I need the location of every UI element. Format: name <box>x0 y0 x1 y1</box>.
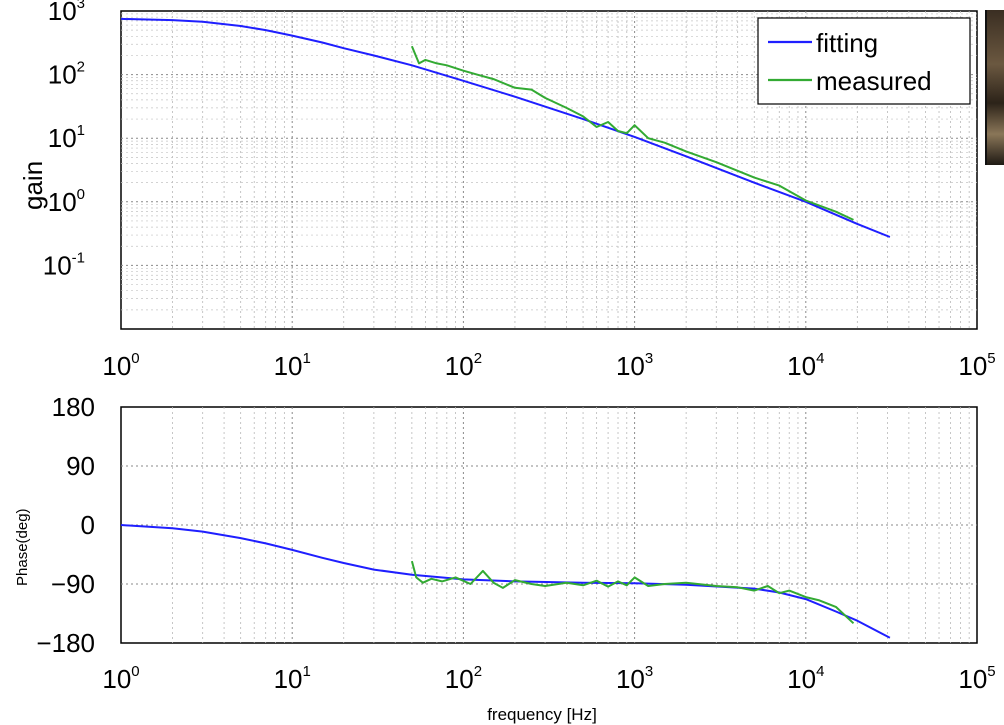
x-tick-exponent: 3 <box>645 663 653 680</box>
phase-grid <box>121 407 977 643</box>
y-tick-label: 100 <box>48 186 85 217</box>
phase-x-axis-label: frequency [Hz] <box>487 705 597 724</box>
series-line-fitting <box>120 17 891 238</box>
x-tick-exponent: 1 <box>302 663 310 680</box>
phase-plot-area <box>120 406 978 644</box>
y-tick-exponent: 0 <box>77 186 85 203</box>
x-tick-label: 102 <box>445 350 482 381</box>
x-tick-exponent: 3 <box>645 350 653 367</box>
y-tick-label: 102 <box>48 59 85 90</box>
y-tick-exponent: 2 <box>77 59 85 76</box>
x-tick-exponent: 4 <box>816 350 824 367</box>
x-tick-label: 104 <box>787 350 824 381</box>
phase-series-layer <box>120 524 891 639</box>
x-tick-exponent: 5 <box>987 350 995 367</box>
y-tick-label: 10-1 <box>43 249 85 280</box>
phase-y-axis-label: Phase(deg) <box>14 508 31 586</box>
x-tick-exponent: 2 <box>474 663 482 680</box>
y-tick-label: −180 <box>36 628 95 658</box>
x-tick-exponent: 2 <box>474 350 482 367</box>
x-tick-label: 101 <box>274 663 311 694</box>
x-tick-exponent: 4 <box>816 663 824 680</box>
y-tick-label: 101 <box>48 122 85 153</box>
series-line-fitting <box>120 524 891 639</box>
legend-box <box>757 17 971 105</box>
series-line-measured <box>410 560 855 625</box>
gain-grid <box>121 11 977 329</box>
x-tick-exponent: 0 <box>131 350 139 367</box>
legend: fitting measured <box>757 17 971 105</box>
series-line-measured <box>410 45 854 221</box>
gain-series-layer <box>120 17 891 238</box>
legend-label-measured: measured <box>816 66 932 96</box>
x-tick-label: 103 <box>616 350 653 381</box>
x-tick-label: 100 <box>102 663 139 694</box>
x-tick-label: 105 <box>958 350 995 381</box>
gain-x-tick-labels: 100 101 102 103 104 105 <box>102 350 995 381</box>
x-tick-label: 100 <box>102 350 139 381</box>
x-tick-label: 105 <box>958 663 995 694</box>
legend-label-fitting: fitting <box>816 28 878 58</box>
gain-y-axis-label: gain <box>18 161 48 210</box>
phase-y-tick-labels: 180 90 0 −90 −180 <box>36 392 95 658</box>
x-tick-exponent: 1 <box>302 350 310 367</box>
x-tick-label: 102 <box>445 663 482 694</box>
x-tick-exponent: 5 <box>987 663 995 680</box>
x-tick-label: 103 <box>616 663 653 694</box>
photo-thumbnail <box>985 10 1004 165</box>
y-tick-label: 180 <box>52 392 95 422</box>
y-tick-exponent: 3 <box>77 0 85 12</box>
y-tick-exponent: -1 <box>72 249 85 266</box>
y-tick-label: 103 <box>48 0 85 26</box>
y-tick-label: 90 <box>66 451 95 481</box>
y-tick-label: 0 <box>81 510 95 540</box>
y-tick-exponent: 1 <box>77 122 85 139</box>
x-tick-exponent: 0 <box>131 663 139 680</box>
y-tick-label: −90 <box>51 569 95 599</box>
x-tick-label: 101 <box>274 350 311 381</box>
x-tick-label: 104 <box>787 663 824 694</box>
phase-x-tick-labels: 100 101 102 103 104 105 <box>102 663 995 694</box>
